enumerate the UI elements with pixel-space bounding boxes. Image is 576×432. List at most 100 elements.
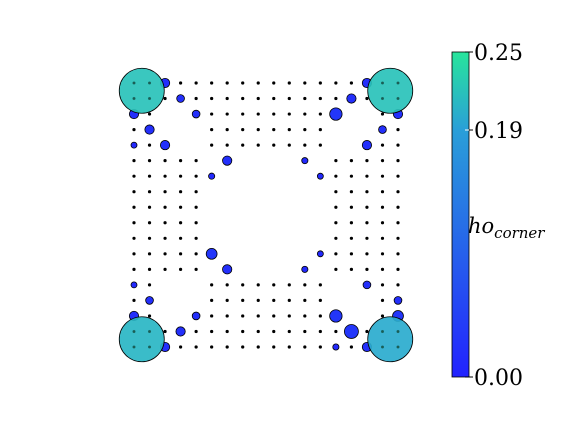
lattice-point — [147, 267, 152, 271]
lattice-point — [148, 81, 151, 85]
lattice-point — [256, 143, 260, 147]
lattice-point — [256, 283, 260, 287]
lattice-point — [380, 205, 385, 209]
lattice-point — [178, 190, 183, 194]
lattice-point — [163, 267, 167, 271]
lattice-point — [303, 96, 307, 101]
lattice-point — [147, 221, 152, 225]
highlighted-point — [130, 281, 138, 289]
lattice-point — [163, 329, 167, 334]
lattice-point — [178, 221, 183, 225]
lattice-point — [380, 267, 385, 271]
lattice-point — [396, 143, 400, 147]
lattice-point — [194, 345, 198, 349]
lattice-point — [163, 96, 167, 101]
lattice-point — [287, 143, 291, 147]
lattice-point — [272, 283, 276, 287]
lattice-point — [396, 283, 400, 287]
highlighted-point — [378, 125, 387, 134]
lattice-point — [272, 314, 276, 318]
lattice-point — [318, 81, 322, 85]
lattice-point — [225, 81, 229, 85]
colorbar-tick-label: 0.00 — [474, 366, 523, 391]
lattice-point — [349, 236, 354, 240]
lattice-point — [241, 283, 245, 287]
lattice-point — [287, 112, 291, 116]
lattice-point — [241, 112, 245, 116]
lattice-point — [380, 159, 385, 163]
highlighted-point — [329, 309, 343, 323]
lattice-point — [272, 96, 276, 101]
lattice-point — [365, 267, 369, 271]
colorbar: 0.00 0.19 0.25 hocorner — [451, 41, 545, 391]
lattice-point — [349, 267, 354, 271]
lattice-point — [380, 190, 385, 194]
lattice-point — [256, 298, 260, 303]
lattice-point — [132, 174, 136, 178]
lattice-point — [349, 174, 354, 178]
highlighted-point — [145, 296, 154, 305]
highlighted-point — [393, 296, 403, 305]
lattice-point — [148, 97, 151, 100]
lattice-point — [365, 236, 369, 240]
lattice-point — [365, 252, 369, 256]
lattice-point — [210, 112, 214, 116]
lattice-point — [163, 159, 167, 163]
lattice-point — [334, 96, 338, 101]
lattice-point — [318, 112, 322, 116]
highlighted-point — [118, 316, 165, 363]
lattice-point — [334, 221, 338, 225]
lattice-point — [163, 190, 167, 194]
lattice-point — [272, 329, 276, 334]
highlighted-point — [329, 107, 343, 121]
lattice-point — [210, 283, 214, 287]
lattice-point — [132, 267, 136, 271]
lattice-point — [256, 314, 260, 318]
lattice-point — [256, 112, 260, 116]
lattice-point — [318, 329, 322, 334]
lattice-point — [132, 205, 136, 209]
lattice-point — [396, 97, 400, 100]
colorbar-ticks: 0.00 0.19 0.25 — [465, 41, 523, 391]
lattice-point — [194, 205, 198, 209]
lattice-point — [287, 314, 291, 318]
lattice-point — [194, 96, 198, 101]
lattice-point — [178, 267, 183, 271]
highlighted-point — [175, 326, 186, 337]
lattice-point — [132, 330, 136, 333]
lattice-point — [287, 345, 291, 349]
lattice-point — [396, 330, 400, 333]
lattice-point — [241, 298, 245, 303]
lattice-point — [194, 267, 198, 271]
lattice-point — [396, 236, 400, 240]
lattice-point — [381, 345, 384, 349]
lattice-point — [380, 221, 385, 225]
lattice-point — [334, 236, 338, 240]
lattice-point — [132, 159, 136, 163]
highlighted-point — [332, 343, 340, 351]
lattice-point — [147, 143, 152, 147]
lattice-point — [163, 205, 167, 209]
lattice-point — [163, 252, 167, 256]
lattice-point — [225, 143, 229, 147]
lattice-point — [303, 81, 307, 85]
lattice-point — [210, 81, 214, 85]
lattice-point — [318, 314, 322, 318]
lattice-point — [241, 329, 245, 334]
lattice-point — [287, 127, 291, 132]
lattice-point — [272, 81, 276, 85]
lattice-point — [147, 252, 152, 256]
lattice-point — [132, 345, 136, 349]
lattice-point — [272, 298, 276, 303]
lattice-point — [349, 159, 354, 163]
lattice-point — [303, 112, 307, 116]
lattice-point — [396, 190, 400, 194]
lattice-point — [194, 252, 198, 256]
lattice-point — [334, 205, 338, 209]
lattice-point — [178, 159, 183, 163]
lattice-point — [241, 314, 245, 318]
lattice-point — [225, 283, 229, 287]
highlighted-point — [301, 265, 309, 273]
highlighted-point — [367, 316, 414, 363]
lattice-point — [225, 96, 229, 101]
